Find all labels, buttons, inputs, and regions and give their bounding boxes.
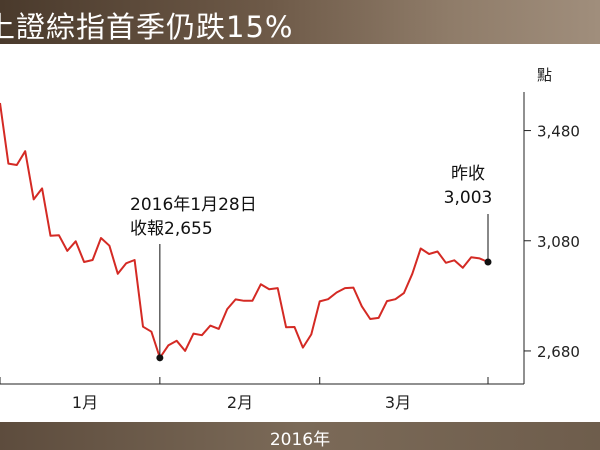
series-line <box>0 102 489 359</box>
annotation-label: 2016年1月28日 <box>130 195 257 215</box>
y-tick-label: 2,680 <box>537 343 580 361</box>
annotation-label: 3,003 <box>444 188 493 208</box>
x-ticks: 1月 2月 3月 <box>0 377 489 412</box>
line-chart: 點 2,680 3,080 3,480 1月 2月 3月 2016年1月28日收報2,6… <box>0 66 580 412</box>
title-bar: 上證綜指首季仍跌15% <box>0 0 600 44</box>
footer-bar: 2016年 <box>0 422 600 450</box>
chart-title: 上證綜指首季仍跌15% <box>0 10 294 44</box>
y-unit-label: 點 <box>537 66 552 84</box>
y-tick-label: 3,480 <box>537 123 580 141</box>
y-ticks: 2,680 3,080 3,480 <box>524 123 580 361</box>
annotation-label: 昨收 <box>451 164 485 184</box>
x-axis-year-label: 2016年 <box>269 430 331 450</box>
x-tick-label: 2月 <box>227 393 253 412</box>
annotation-label: 收報2,655 <box>130 219 213 239</box>
x-tick-label: 3月 <box>385 393 411 412</box>
y-tick-label: 3,080 <box>537 233 580 251</box>
x-tick-label: 1月 <box>72 393 98 412</box>
